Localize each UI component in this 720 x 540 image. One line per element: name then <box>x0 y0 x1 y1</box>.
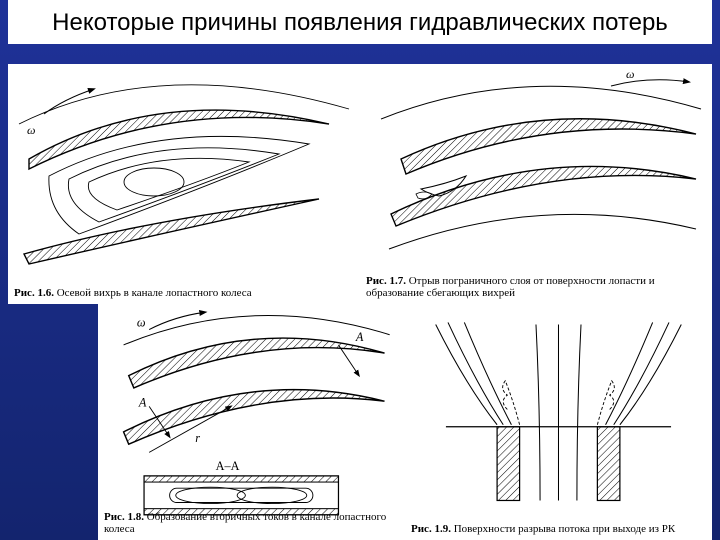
omega-label: ω <box>137 316 146 330</box>
slide-title: Некоторые причины появления гидравлическ… <box>8 0 712 44</box>
omega-label: ω <box>626 67 634 81</box>
omega-label: ω <box>27 123 35 137</box>
fig-number: Рис. 1.8. <box>104 511 144 523</box>
caption-1-9: Рис. 1.9. Поверхности разрыва потока при… <box>411 523 706 536</box>
figure-1-8: r A A ω A–A Рис. 1.8. <box>98 304 405 540</box>
caption-1-6: Рис. 1.6. Осевой вихрь в канале лопастно… <box>14 287 354 300</box>
caption-1-8: Рис. 1.8. Образование вторичных токов в … <box>104 511 399 536</box>
fig-caption-text: Осевой вихрь в канале лопастного колеса <box>57 287 252 299</box>
fig-caption-text: Образование вторичных токов в канале лоп… <box>104 511 386 536</box>
fig-number: Рис. 1.7. <box>366 275 406 287</box>
page-number: 22 <box>646 489 660 504</box>
section-title: A–A <box>216 459 240 473</box>
figure-1-7: ω Рис. 1.7. Отрыв пограничного слоя от п… <box>360 64 712 304</box>
section-A-bottom: A <box>138 395 147 409</box>
figure-1-6: ω Рис. 1.6. Осевой вихрь в канале лопаст… <box>8 64 360 304</box>
section-A-top: A <box>355 330 364 344</box>
figures-area: ω Рис. 1.6. Осевой вихрь в канале лопаст… <box>8 64 712 522</box>
figure-1-9: Рис. 1.9. Поверхности разрыва потока при… <box>405 304 712 540</box>
fig-number: Рис. 1.9. <box>411 523 451 535</box>
radius-label: r <box>195 431 200 445</box>
fig-number: Рис. 1.6. <box>14 287 54 299</box>
fig-caption-text: Отрыв пограничного слоя от поверхности л… <box>366 275 655 300</box>
caption-1-7: Рис. 1.7. Отрыв пограничного слоя от пов… <box>366 275 706 300</box>
fig-caption-text: Поверхности разрыва потока при выходе из… <box>454 523 676 535</box>
